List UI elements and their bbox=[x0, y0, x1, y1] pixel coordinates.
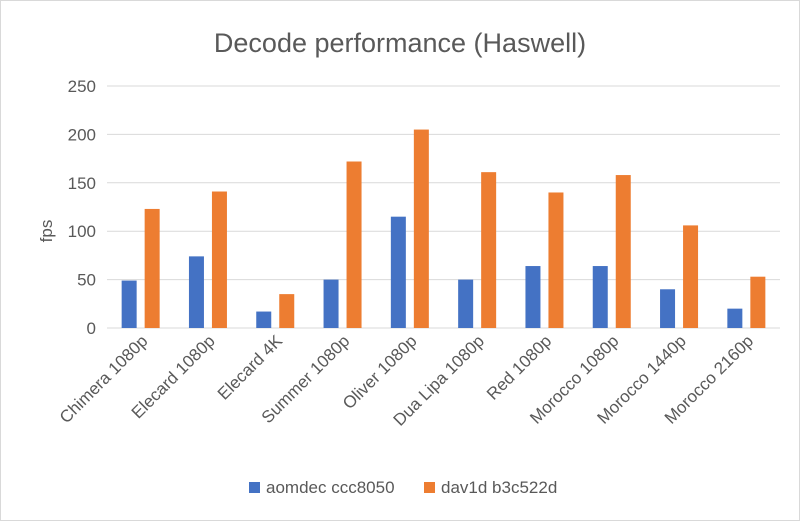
x-tick-label: Red 1080p bbox=[483, 331, 555, 403]
y-tick-label: 0 bbox=[87, 319, 96, 338]
y-tick-label: 100 bbox=[68, 222, 96, 241]
legend-label: aomdec ccc8050 bbox=[266, 478, 395, 497]
bar-aomdec bbox=[458, 279, 474, 328]
bar-aomdec bbox=[525, 266, 541, 328]
bar-dav1d bbox=[144, 208, 160, 328]
bar-dav1d bbox=[346, 161, 362, 328]
chart-title: Decode performance (Haswell) bbox=[214, 28, 586, 58]
x-tick-label: Elecard 4K bbox=[214, 331, 287, 404]
y-tick-label: 50 bbox=[77, 271, 96, 290]
bars bbox=[121, 129, 766, 328]
legend-label: dav1d b3c522d bbox=[441, 478, 557, 497]
bar-dav1d bbox=[750, 276, 766, 328]
bar-aomdec bbox=[390, 216, 406, 328]
bar-aomdec bbox=[592, 266, 608, 328]
bar-aomdec bbox=[727, 308, 743, 328]
bar-dav1d bbox=[481, 172, 497, 328]
legend-swatch bbox=[249, 482, 260, 493]
bar-dav1d bbox=[683, 225, 699, 328]
y-axis-label: fps bbox=[37, 220, 56, 243]
y-tick-label: 250 bbox=[68, 77, 96, 96]
bar-aomdec bbox=[323, 279, 339, 328]
bar-dav1d bbox=[413, 129, 429, 328]
y-tick-labels: 0 50 100 150 200 250 bbox=[68, 77, 96, 338]
bar-aomdec bbox=[188, 256, 204, 328]
gridlines bbox=[107, 85, 780, 329]
bar-aomdec bbox=[660, 289, 676, 328]
legend-swatch bbox=[424, 482, 435, 493]
bar-aomdec bbox=[256, 311, 272, 328]
y-tick-label: 200 bbox=[68, 125, 96, 144]
bar-dav1d bbox=[548, 192, 564, 328]
bar-aomdec bbox=[121, 280, 137, 328]
y-tick-label: 150 bbox=[68, 174, 96, 193]
bar-dav1d bbox=[279, 294, 295, 328]
bar-dav1d bbox=[211, 191, 227, 328]
bar-dav1d bbox=[615, 175, 631, 328]
legend: aomdec ccc8050 dav1d b3c522d bbox=[249, 478, 557, 497]
